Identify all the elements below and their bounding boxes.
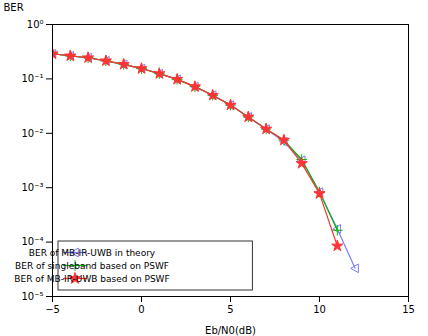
svg-text:15: 15 (402, 304, 415, 315)
svg-text:5: 5 (227, 304, 233, 315)
svg-text:BER of MB-IR-UWB based on PSWF: BER of MB-IR-UWB based on PSWF (14, 274, 169, 284)
svg-text:10⁻³: 10⁻³ (21, 182, 43, 193)
svg-text:10⁻⁵: 10⁻⁵ (21, 291, 43, 302)
svg-text:−5: −5 (45, 304, 60, 315)
svg-text:10⁻⁴: 10⁻⁴ (21, 236, 43, 247)
svg-text:BER of singleband based on PSW: BER of singleband based on PSWF (15, 261, 169, 271)
svg-text:10⁰: 10⁰ (27, 19, 44, 30)
svg-text:0: 0 (138, 304, 144, 315)
svg-text:BER: BER (4, 2, 24, 13)
svg-text:10⁻²: 10⁻² (21, 128, 43, 139)
svg-text:10⁻¹: 10⁻¹ (21, 73, 43, 84)
svg-text:10: 10 (313, 304, 326, 315)
svg-text:Eb/N0(dB): Eb/N0(dB) (205, 325, 256, 336)
svg-text:BER of MB-IR-UWB in theory: BER of MB-IR-UWB in theory (29, 248, 156, 258)
